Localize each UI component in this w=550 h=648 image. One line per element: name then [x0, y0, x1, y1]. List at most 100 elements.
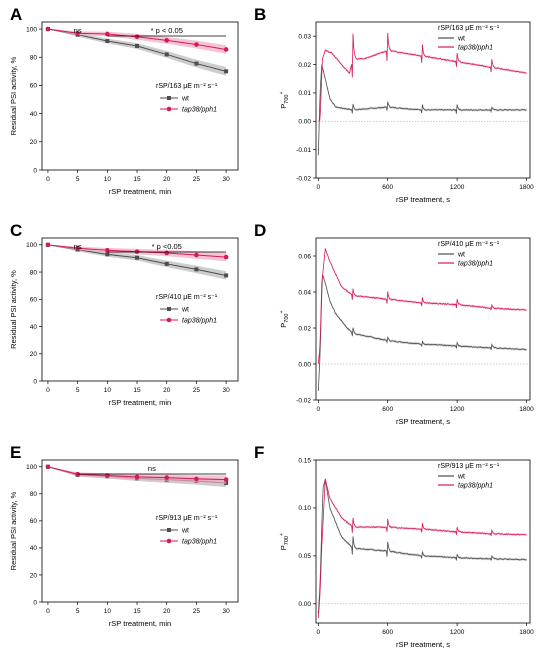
y-tick-label: 0.10 [298, 505, 311, 512]
legend-marker [167, 528, 171, 532]
y-tick-label: 80 [30, 55, 38, 62]
panel-letter: C [10, 221, 22, 240]
x-tick-label: 0 [46, 387, 50, 394]
x-tick-label: 600 [382, 629, 393, 636]
legend-marker [167, 96, 171, 100]
x-tick-label: 0 [317, 184, 321, 191]
legend-label-mut: tap38/pph1 [182, 539, 217, 546]
data-point-mut [223, 254, 229, 260]
series-band-mut [47, 29, 227, 54]
y-tick-label: 60 [30, 83, 38, 90]
trace-line-wt [317, 479, 527, 614]
data-point-mut [75, 245, 80, 251]
legend-label-wt: wt [181, 96, 189, 103]
legend-item-wt: wt [438, 252, 465, 259]
legend-title: rSP/913 μE m⁻² s⁻¹ [438, 463, 500, 470]
x-tick-label: 25 [193, 387, 201, 394]
legend-label-wt: wt [181, 307, 189, 314]
y-tick-label: -0.02 [296, 175, 311, 182]
y-tick-label: -0.02 [296, 397, 311, 404]
legend-item-mut: tap38/pph1 [160, 539, 217, 546]
legend-label-wt: wt [457, 474, 465, 481]
data-point-mut [194, 42, 199, 47]
data-point-mut [194, 252, 199, 258]
x-tick-label: 15 [133, 387, 141, 394]
data-point-wt [105, 39, 110, 44]
legend-marker [166, 538, 172, 544]
x-tick-label: 0 [46, 176, 50, 183]
significance-label: ns [74, 26, 82, 35]
trace-line-mut [317, 248, 527, 364]
x-tick-label: 20 [163, 608, 171, 615]
data-point-mut [45, 464, 51, 470]
trace-line-wt [317, 274, 527, 392]
panel-b: B 0 600 1200 1800 -0.02 -0.01 0.00 0.01 0.02 0.03 r… [254, 5, 534, 204]
data-point-wt [194, 267, 199, 272]
panel-e: E 0 5 10 15 20 25 30 0 20 40 60 80 100 rSP treatment, … [9, 443, 239, 628]
legend-marker [166, 106, 172, 112]
x-tick-label: 30 [223, 387, 231, 394]
data-point-wt [224, 273, 229, 278]
plot-frame [315, 459, 531, 624]
panel-letter: F [254, 443, 264, 462]
legend-label-mut: tap38/pph1 [458, 45, 493, 52]
legend-marker [166, 317, 172, 323]
legend-label-mut: tap38/pph1 [182, 107, 217, 114]
y-axis-label: Residual PSI activity, % [9, 491, 18, 570]
x-tick-label: 10 [104, 608, 112, 615]
legend-item-wt: wt [160, 307, 189, 314]
x-axis-label: rSP treatment, min [109, 398, 171, 407]
plot-frame [41, 459, 239, 603]
x-tick-label: 20 [163, 387, 171, 394]
x-tick-label: 15 [133, 608, 141, 615]
y-tick-label: 0.06 [298, 253, 311, 260]
plot-frame [315, 237, 531, 401]
x-tick-label: 25 [193, 608, 201, 615]
x-axis-label: rSP treatment, s [396, 640, 450, 648]
y-tick-label: 0.00 [298, 601, 311, 608]
panel-letter: B [254, 5, 266, 24]
trace-band-mut [318, 477, 527, 620]
plot-frame [315, 21, 531, 179]
legend-title: rSP/163 μE m⁻² s⁻¹ [438, 25, 500, 32]
y-tick-label: 0.00 [298, 119, 311, 126]
y-tick-label: 0 [33, 378, 37, 385]
panel-d: D 0 600 1200 1800 -0.02 0.00 0.02 0.04 0.06 rSP tr… [254, 221, 534, 426]
data-point-mut [75, 471, 80, 477]
significance-label: ns [74, 242, 82, 251]
x-axis-label: rSP treatment, min [109, 187, 171, 196]
y-tick-label: 0.01 [298, 90, 311, 97]
legend-item-mut: tap38/pph1 [160, 107, 217, 114]
y-tick-label: -0.01 [296, 147, 311, 154]
x-tick-label: 1200 [450, 406, 465, 413]
data-point-mut [164, 38, 170, 43]
y-tick-label: 40 [30, 111, 38, 118]
legend-title: rSP/410 μE m⁻² s⁻¹ [438, 241, 500, 248]
y-tick-label: 0 [33, 599, 37, 606]
significance-label: ns [148, 464, 156, 473]
x-tick-label: 1800 [519, 406, 534, 413]
data-point-wt [135, 255, 140, 260]
data-point-mut [45, 26, 51, 32]
data-point-mut [164, 475, 170, 480]
legend-item-mut: tap38/pph1 [438, 483, 493, 490]
data-point-mut [105, 473, 110, 478]
trace-band-mut [318, 247, 527, 366]
x-tick-label: 20 [163, 176, 171, 183]
legend-item-wt: wt [160, 528, 189, 535]
panel-f: F 0 600 1200 1800 0.00 0.05 0.10 0.15 rSP treatme… [254, 443, 534, 648]
significance-label: * p <0.05 [152, 242, 182, 251]
x-tick-label: 1200 [450, 629, 465, 636]
x-tick-label: 15 [133, 176, 141, 183]
series-band-wt [47, 244, 227, 280]
panel-letter: D [254, 221, 266, 240]
x-tick-label: 30 [223, 608, 231, 615]
y-axis-label: P700+ [279, 91, 290, 108]
panel-letter: A [10, 5, 22, 24]
legend-title: rSP/913 μE m⁻² s⁻¹ [156, 515, 218, 522]
legend-item-wt: wt [160, 96, 189, 103]
significance-label: * p < 0.05 [151, 26, 183, 35]
y-tick-label: 0.04 [298, 289, 311, 296]
legend-marker [167, 307, 171, 311]
